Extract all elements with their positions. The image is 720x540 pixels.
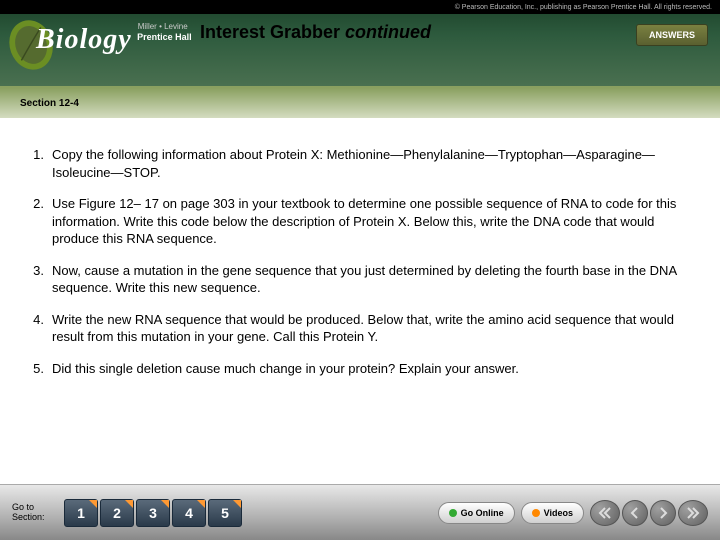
question-number: 3. bbox=[28, 262, 52, 297]
prev-button[interactable] bbox=[622, 500, 648, 526]
corner-icon bbox=[233, 500, 241, 508]
copyright-text: © Pearson Education, Inc., publishing as… bbox=[455, 4, 712, 11]
page-title: Interest Grabber continued bbox=[200, 22, 431, 43]
nav-button-label: 5 bbox=[221, 505, 229, 521]
question-number: 4. bbox=[28, 311, 52, 346]
section-band: Section 12-4 bbox=[0, 88, 720, 118]
question-item: 1.Copy the following information about P… bbox=[28, 146, 692, 181]
question-list: 1.Copy the following information about P… bbox=[28, 146, 692, 377]
header: © Pearson Education, Inc., publishing as… bbox=[0, 0, 720, 88]
logo-text-group: Miller • Levine Prentice Hall Biology bbox=[36, 24, 132, 56]
nav-button-label: 2 bbox=[113, 505, 121, 521]
logo-subtitle: Miller • Levine bbox=[138, 22, 188, 31]
corner-icon bbox=[125, 500, 133, 508]
title-prefix: Interest Grabber bbox=[200, 22, 345, 42]
section-label: Section 12-4 bbox=[20, 98, 79, 109]
section-nav-button[interactable]: 4 bbox=[172, 499, 206, 527]
nav-button-label: 3 bbox=[149, 505, 157, 521]
go-online-label: Go Online bbox=[461, 508, 504, 518]
question-number: 2. bbox=[28, 195, 52, 248]
videos-button[interactable]: Videos bbox=[521, 502, 584, 524]
question-item: 2.Use Figure 12– 17 on page 303 in your … bbox=[28, 195, 692, 248]
nav-button-label: 1 bbox=[77, 505, 85, 521]
footer: Go to Section: 1 2 3 4 5 Go Online Videos bbox=[0, 484, 720, 540]
section-nav-button[interactable]: 2 bbox=[100, 499, 134, 527]
goto-label: Go to Section: bbox=[12, 503, 58, 523]
nav-button-group: 1 2 3 4 5 bbox=[64, 499, 244, 527]
logo-main-text: Biology bbox=[36, 24, 132, 56]
question-text: Use Figure 12– 17 on page 303 in your te… bbox=[52, 195, 692, 248]
arrow-nav-group bbox=[590, 500, 708, 526]
question-number: 1. bbox=[28, 146, 52, 181]
question-item: 3.Now, cause a mutation in the gene sequ… bbox=[28, 262, 692, 297]
question-item: 5.Did this single deletion cause much ch… bbox=[28, 360, 692, 378]
footer-right-group: Go Online Videos bbox=[438, 500, 708, 526]
section-nav-button[interactable]: 5 bbox=[208, 499, 242, 527]
corner-icon bbox=[89, 500, 97, 508]
question-text: Now, cause a mutation in the gene sequen… bbox=[52, 262, 692, 297]
videos-label: Videos bbox=[544, 508, 573, 518]
answers-button[interactable]: ANSWERS bbox=[636, 24, 708, 46]
title-emphasis: continued bbox=[345, 22, 431, 42]
content-area: 1.Copy the following information about P… bbox=[0, 118, 720, 401]
logo-publisher: Prentice Hall bbox=[137, 32, 192, 42]
corner-icon bbox=[197, 500, 205, 508]
question-text: Copy the following information about Pro… bbox=[52, 146, 692, 181]
corner-icon bbox=[161, 500, 169, 508]
last-button[interactable] bbox=[678, 500, 708, 526]
globe-icon bbox=[449, 509, 457, 517]
next-button[interactable] bbox=[650, 500, 676, 526]
nav-button-label: 4 bbox=[185, 505, 193, 521]
section-nav-button[interactable]: 3 bbox=[136, 499, 170, 527]
question-text: Write the new RNA sequence that would be… bbox=[52, 311, 692, 346]
question-number: 5. bbox=[28, 360, 52, 378]
go-online-button[interactable]: Go Online bbox=[438, 502, 515, 524]
video-icon bbox=[532, 509, 540, 517]
header-top-bar: © Pearson Education, Inc., publishing as… bbox=[0, 0, 720, 14]
question-item: 4.Write the new RNA sequence that would … bbox=[28, 311, 692, 346]
question-text: Did this single deletion cause much chan… bbox=[52, 360, 692, 378]
section-nav-button[interactable]: 1 bbox=[64, 499, 98, 527]
first-button[interactable] bbox=[590, 500, 620, 526]
